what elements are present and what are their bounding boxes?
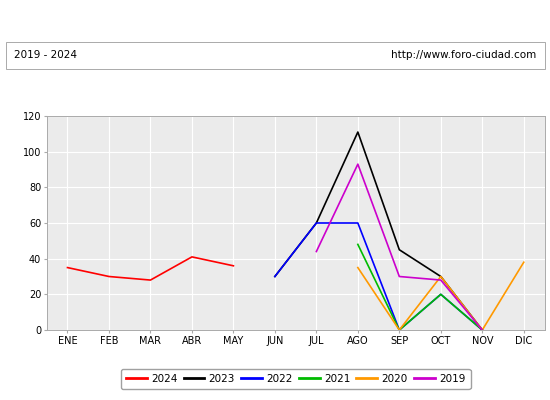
Text: 2019 - 2024: 2019 - 2024 <box>14 50 77 60</box>
Legend: 2024, 2023, 2022, 2021, 2020, 2019: 2024, 2023, 2022, 2021, 2020, 2019 <box>121 368 470 389</box>
Text: http://www.foro-ciudad.com: http://www.foro-ciudad.com <box>391 50 536 60</box>
Text: Evolucion Nº Turistas Extranjeros en el municipio de Riotuerto: Evolucion Nº Turistas Extranjeros en el … <box>68 14 482 26</box>
